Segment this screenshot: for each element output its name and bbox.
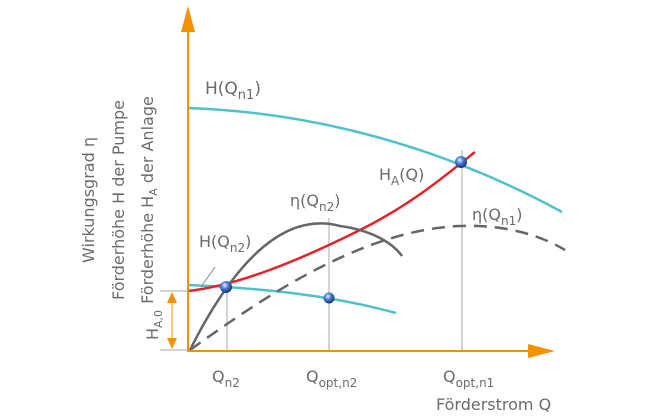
operating-point-qn2 [220,281,232,293]
svg-text:Wirkungsgrad η: Wirkungsgrad η [79,137,98,263]
y-axis-label-3: Förderhöhe HA der Anlage [138,96,160,304]
tick-qopt-n1: Qopt,n1 [443,367,494,390]
tick-qopt-n2: Qopt,n2 [306,367,357,390]
y-axis-arrow-icon [181,6,195,32]
ha0-label: HA,0 [143,310,165,340]
tick-qn2: Qn2 [212,367,240,390]
label-ha-q: HA(Q) [379,165,424,188]
curve-h-qn1 [187,106,563,214]
x-axis-label: Förderstrom Q [436,395,551,414]
operating-point-qopt-n1 [455,156,467,168]
ha0-arrow-up-icon [167,292,177,303]
curve-ha-q [187,151,476,293]
x-axis-arrow-icon [528,344,555,358]
label-eta-qn2: η(Qn2) [290,191,340,214]
label-h-qn2: H(Qn2) [199,232,251,255]
leader-h-qn2 [200,266,216,288]
point-qopt-n2 [323,292,335,304]
svg-text:HA,0: HA,0 [143,310,165,340]
guide-lines [160,150,463,352]
y-axis-label-2: Förderhöhe H der Pumpe [109,100,128,300]
svg-text:Förderhöhe H der Pumpe: Förderhöhe H der Pumpe [109,100,128,300]
y-axis-label-1: Wirkungsgrad η [79,137,98,263]
ha0-arrow-down-icon [167,338,177,349]
label-h-qn1: H(Qn1) [205,79,261,103]
curve-eta-qn1 [189,224,566,352]
svg-text:Förderhöhe HA der Anlage: Förderhöhe HA der Anlage [138,96,160,304]
label-eta-qn1: η(Qn1) [472,205,522,228]
